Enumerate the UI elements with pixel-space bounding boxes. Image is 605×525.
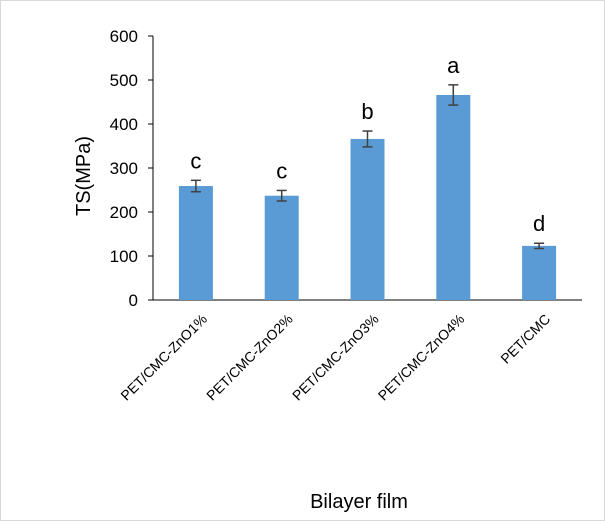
y-tick-label: 100	[110, 247, 138, 266]
bar	[522, 245, 557, 300]
bars	[178, 94, 557, 301]
y-tick-labels: 0 100 200 300 400 500 600	[110, 27, 138, 310]
y-tick-label: 600	[110, 27, 138, 46]
y-tick-label: 400	[110, 115, 138, 134]
significance-letter: c	[276, 158, 287, 183]
bar	[350, 138, 385, 300]
y-tick-label: 0	[129, 291, 138, 310]
significance-letter: d	[533, 211, 545, 236]
bar	[264, 195, 299, 300]
x-tick-labels: PET/CMC-ZnO1%PET/CMC-ZnO2%PET/CMC-ZnO3%P…	[117, 311, 553, 404]
y-tick-label: 500	[110, 71, 138, 90]
significance-letter: b	[361, 99, 373, 124]
error-bars	[190, 84, 545, 250]
x-tick-label: PET/CMC-ZnO1%	[117, 311, 210, 404]
y-tick-label: 300	[110, 159, 138, 178]
bar	[436, 94, 471, 301]
x-tick-label: PET/CMC-ZnO3%	[289, 311, 382, 404]
significance-letters: c c b a d	[190, 53, 545, 236]
significance-letter: a	[447, 53, 460, 78]
x-axis-title: Bilayer film	[310, 491, 408, 513]
y-axis-title: TS(MPa)	[73, 136, 95, 216]
significance-letter: c	[190, 148, 201, 173]
y-tick-label: 200	[110, 203, 138, 222]
x-tick-label: PET/CMC-ZnO2%	[203, 311, 296, 404]
bar	[178, 186, 213, 300]
x-tick-label: PET/CMC-ZnO4%	[375, 311, 468, 404]
x-tick-label: PET/CMC	[497, 311, 553, 367]
